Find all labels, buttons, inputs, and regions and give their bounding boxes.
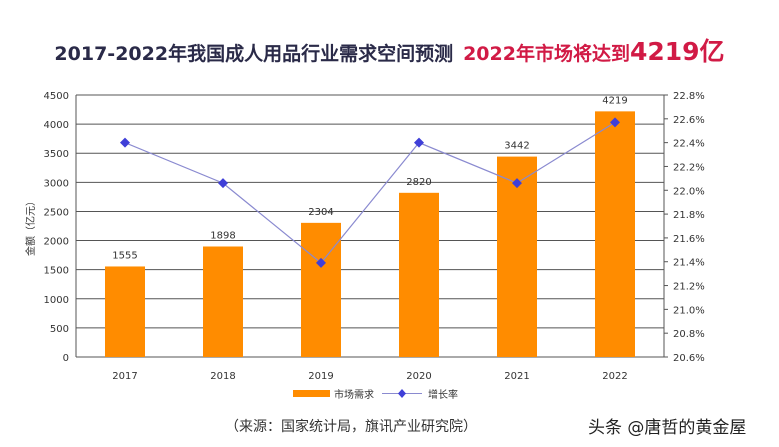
y-tick-label: 4000: [44, 120, 69, 131]
bar-data-label: 4219: [602, 95, 627, 106]
bar-2019: [301, 222, 341, 357]
title-main: 2017-2022年我国成人用品行业需求空间预测: [54, 43, 454, 65]
y-tick-label: 4500: [44, 91, 69, 102]
legend-line-marker: [398, 389, 406, 398]
title-highlight: 2022年市场将达到: [463, 43, 630, 65]
y2-tick-label: 20.6%: [673, 353, 705, 364]
y2-tick-label: 21.2%: [673, 282, 705, 293]
y2-tick-label: 22.4%: [673, 139, 705, 150]
bar-data-label: 3442: [504, 141, 529, 152]
x-tick-label: 2017: [112, 371, 137, 382]
x-tick-label: 2019: [308, 371, 333, 382]
y-tick-label: 500: [50, 324, 69, 335]
growth-rate-point: [512, 178, 522, 189]
y2-tick-label: 22.6%: [673, 115, 705, 126]
growth-rate-line: [124, 121, 616, 264]
y-tick-label: 0: [63, 353, 69, 364]
chart-title: 2017-2022年我国成人用品行业需求空间预测 2022年市场将达到4219亿: [0, 32, 779, 68]
x-tick-label: 2020: [406, 371, 431, 382]
bar-data-label: 1898: [210, 230, 235, 241]
y-tick-label: 2000: [44, 237, 69, 248]
bar-data-label: 2820: [406, 177, 431, 188]
bar-2020: [399, 192, 439, 357]
x-tick-label: 2022: [602, 371, 627, 382]
y2-tick-label: 22.2%: [673, 162, 705, 173]
bar-2021: [497, 156, 537, 357]
y2-tick-label: 21.4%: [673, 258, 705, 269]
y2-tick-label: 21.8%: [673, 210, 705, 221]
watermark: 头条 @唐哲的黄金屋: [588, 418, 747, 438]
y-axis-label: 金额（亿元）: [24, 196, 37, 256]
source-note: （来源：国家统计局，旗讯产业研究院）: [225, 419, 477, 435]
bar-data-label: 1555: [112, 250, 137, 261]
y2-tick-label: 21.0%: [673, 305, 705, 316]
y-tick-label: 3500: [44, 149, 69, 160]
legend-bar-label: 市场需求: [334, 388, 374, 401]
y2-tick-label: 20.8%: [673, 329, 705, 340]
bar-data-label: 2304: [308, 207, 333, 218]
growth-rate-point: [218, 178, 228, 189]
y-tick-label: 2500: [44, 207, 69, 218]
x-tick-label: 2018: [210, 371, 235, 382]
bar-2022: [595, 111, 635, 357]
title-highlight-value: 4219亿: [629, 37, 725, 66]
growth-rate-point: [120, 137, 130, 148]
growth-rate-point: [316, 257, 326, 268]
y-tick-label: 3000: [44, 178, 69, 189]
legend-line-label: 增长率: [428, 388, 458, 401]
growth-rate-point: [610, 117, 620, 128]
legend-bar-swatch: [293, 390, 330, 397]
y2-tick-label: 22.0%: [673, 186, 705, 197]
y-tick-label: 1000: [44, 295, 69, 306]
bar-2017: [105, 266, 145, 357]
y2-tick-label: 21.6%: [673, 234, 705, 245]
y-tick-label: 1500: [44, 266, 69, 277]
x-tick-label: 2021: [504, 371, 529, 382]
y2-tick-label: 22.8%: [673, 91, 705, 102]
growth-rate-point: [414, 137, 424, 148]
bar-2018: [203, 246, 243, 357]
